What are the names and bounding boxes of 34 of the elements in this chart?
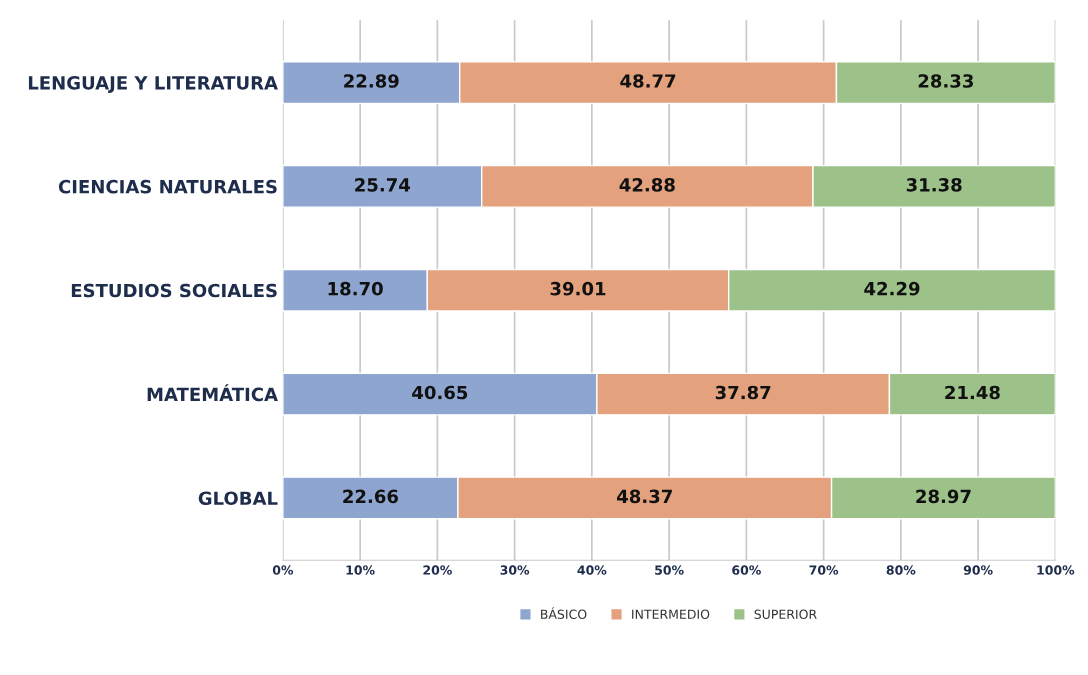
data-label: 40.65 [412, 385, 468, 400]
data-label: 25.74 [355, 177, 411, 192]
x-tick-label: 70% [809, 565, 839, 575]
x-tick-label: 100% [1037, 565, 1075, 575]
x-tick-label: 50% [655, 565, 684, 575]
data-label: 28.33 [918, 74, 973, 88]
x-tick-label: 80% [886, 565, 916, 575]
y-tick-label: LENGUAJE Y LITERATURA [28, 76, 278, 94]
data-label: 31.38 [906, 177, 962, 192]
x-tick-label: 40% [577, 565, 607, 575]
data-label: 42.29 [864, 281, 920, 296]
data-label: 22.89 [344, 74, 399, 88]
legend-label: BÁSICO [541, 607, 587, 619]
legend-label: SUPERIOR [754, 609, 817, 619]
data-label: 18.70 [328, 281, 383, 296]
y-tick-label: ESTUDIOS SOCIALES [71, 283, 277, 298]
x-tick-label: 20% [423, 565, 452, 575]
x-tick-label: 30% [500, 565, 530, 575]
x-tick-label: 90% [963, 565, 993, 575]
y-tick-label: CIENCIAS NATURALES [58, 179, 277, 194]
legend-label: INTERMEDIO [632, 609, 710, 619]
data-label: 37.87 [715, 385, 771, 400]
y-tick-label: GLOBAL [198, 491, 278, 506]
data-label: 21.48 [945, 385, 1000, 400]
data-label: 39.01 [550, 281, 606, 296]
data-label: 42.88 [619, 177, 675, 192]
data-label: 28.97 [916, 489, 971, 504]
data-label: 48.77 [620, 74, 676, 88]
x-tick-label: 60% [732, 565, 761, 575]
data-label: 48.37 [617, 489, 672, 504]
x-tick-label: 10% [346, 565, 375, 575]
data-label: 22.66 [343, 489, 398, 504]
y-tick-label: MATEMÁTICA [147, 384, 278, 402]
x-tick-label: 0% [272, 565, 294, 575]
